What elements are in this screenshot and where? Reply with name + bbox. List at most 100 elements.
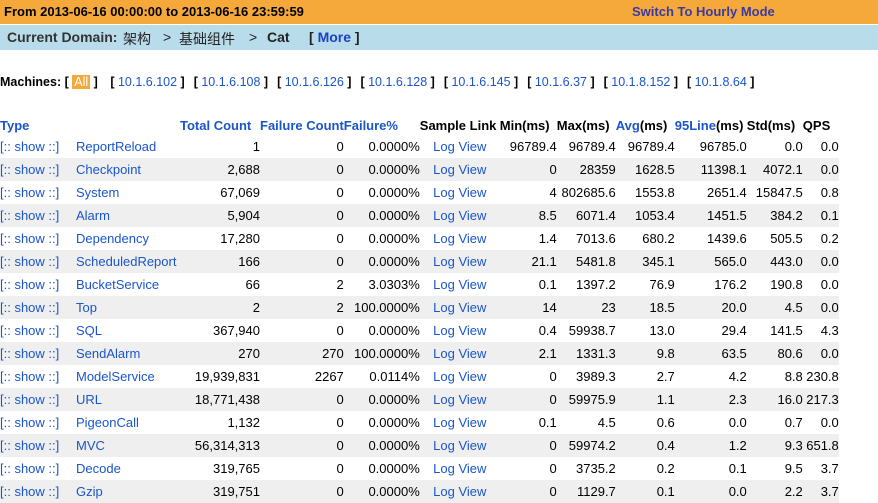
log-view-link[interactable]: Log View	[433, 254, 487, 269]
log-view-link[interactable]: Log View	[433, 323, 487, 338]
max-cell: 23	[556, 296, 616, 319]
std-cell: 505.5	[770, 231, 803, 246]
show-graph-link[interactable]: [:: show ::]	[0, 323, 60, 338]
show-graph-link[interactable]: [:: show ::]	[0, 369, 60, 384]
qps-cell: 3.7	[802, 480, 839, 503]
type-name-link[interactable]: SQL	[76, 323, 103, 338]
qps-cell: 3.7	[820, 461, 839, 476]
type-name-link[interactable]: Alarm	[76, 208, 110, 223]
show-graph-link[interactable]: [:: show ::]	[0, 277, 60, 292]
header-type-sort-link[interactable]: Type	[0, 117, 30, 133]
show-graph-link[interactable]: [:: show ::]	[0, 185, 60, 200]
type-name-link[interactable]: PigeonCall	[76, 415, 139, 430]
total-count-cell: 166	[180, 250, 260, 273]
type-name-link[interactable]: Decode	[76, 461, 121, 476]
show-graph-link[interactable]: [:: show ::]	[0, 139, 60, 154]
show-graph-link[interactable]: [:: show ::]	[0, 484, 60, 499]
machine-link[interactable]: 10.1.8.64	[694, 75, 747, 89]
type-name-link[interactable]: MVC	[76, 438, 105, 453]
log-view-link[interactable]: Log View	[433, 438, 487, 453]
type-name-link[interactable]: ScheduledReport	[76, 254, 177, 269]
breadcrumb-item-infra-components[interactable]: 基础组件	[179, 31, 235, 47]
failure-count-cell: 0	[260, 204, 344, 227]
show-graph-link[interactable]: [:: show ::]	[0, 392, 60, 407]
type-name-link[interactable]: System	[76, 185, 120, 200]
log-view-link[interactable]: Log View	[433, 277, 487, 292]
log-view-link[interactable]: Log View	[433, 461, 487, 476]
machine-link[interactable]: 10.1.6.108	[201, 75, 261, 89]
show-graph-link[interactable]: [:: show ::]	[0, 438, 60, 453]
total-count-cell: 2	[180, 296, 260, 319]
log-view-link[interactable]: Log View	[433, 369, 487, 384]
header-failure-count-sort-link[interactable]: Failure Count	[260, 117, 344, 133]
total-count-cell: 19,939,831	[194, 369, 260, 384]
show-graph-link[interactable]: [:: show ::]	[0, 208, 60, 223]
log-view-link[interactable]: Log View	[433, 484, 487, 499]
p95-cell: 96785.0	[699, 139, 747, 154]
avg-cell: 18.5	[615, 296, 675, 319]
show-graph-link[interactable]: [:: show ::]	[0, 254, 60, 269]
avg-cell: 96789.4	[627, 139, 675, 154]
log-view-link[interactable]: Log View	[433, 300, 487, 315]
max-cell: 96789.4	[568, 139, 616, 154]
show-graph-link[interactable]: [:: show ::]	[0, 162, 60, 177]
type-name-link[interactable]: SendAlarm	[76, 346, 141, 361]
std-cell: 4.5	[746, 296, 803, 319]
more-domains-link[interactable]: More	[317, 29, 352, 45]
log-view-link[interactable]: Log View	[433, 185, 487, 200]
failure-count-cell: 0	[336, 415, 344, 430]
qps-cell: 0.0	[802, 250, 839, 273]
total-count-cell: 1,132	[227, 415, 260, 430]
total-count-cell: 18,771,438	[180, 388, 260, 411]
machine-link[interactable]: 10.1.6.102	[117, 75, 178, 89]
log-view-link[interactable]: Log View	[433, 415, 487, 430]
machine-link[interactable]: 10.1.8.152	[611, 75, 671, 89]
breadcrumb-item-architecture[interactable]: 架构	[123, 31, 151, 47]
type-name-link[interactable]: Checkpoint	[76, 162, 142, 177]
show-graph-link[interactable]: [:: show ::]	[0, 461, 60, 476]
header-95line-sort-link[interactable]: 95Line	[674, 117, 716, 133]
show-cell: [:: show ::]	[0, 204, 76, 227]
header-total-count-sort-link[interactable]: Total Count	[180, 117, 252, 133]
header-avg-sort-link[interactable]: Avg	[615, 117, 640, 133]
machine-link[interactable]: 10.1.6.37	[534, 75, 587, 89]
log-view-link[interactable]: Log View	[433, 208, 487, 223]
type-name-link[interactable]: Dependency	[76, 231, 149, 246]
log-view-cell: Log View	[420, 319, 500, 342]
type-name-link[interactable]: BucketService	[76, 277, 160, 292]
p95-cell: 565.0	[674, 250, 747, 273]
type-name-link[interactable]: ReportReload	[76, 139, 157, 154]
log-view-link[interactable]: Log View	[433, 139, 487, 154]
log-view-link[interactable]: Log View	[433, 392, 487, 407]
machine-link[interactable]: 10.1.6.145	[451, 75, 511, 89]
header-failure-pct-sort-link[interactable]: Failure%	[343, 117, 398, 133]
log-view-link[interactable]: Log View	[433, 346, 487, 361]
max-cell: 59974.2	[556, 434, 616, 457]
show-graph-link[interactable]: [:: show ::]	[0, 231, 60, 246]
show-graph-link[interactable]: [:: show ::]	[0, 346, 60, 361]
type-name-link[interactable]: Top	[76, 300, 97, 315]
type-name-link[interactable]: ModelService	[76, 369, 155, 384]
machines-label: Machines:	[0, 75, 62, 89]
total-count-cell: 1	[252, 139, 260, 154]
type-name-link[interactable]: Gzip	[76, 484, 103, 499]
log-view-link[interactable]: Log View	[433, 231, 487, 246]
log-view-cell: Log View	[419, 342, 500, 365]
avg-cell: 0.1	[615, 480, 675, 503]
std-cell: 9.3	[746, 434, 803, 457]
machine-item: [ 10.1.6.145 ]	[443, 75, 519, 89]
switch-hourly-mode-link[interactable]: Switch To Hourly Mode	[632, 4, 775, 19]
machine-all-link[interactable]: All	[72, 75, 91, 89]
min-cell: 0	[499, 434, 557, 457]
machine-link[interactable]: 10.1.6.126	[284, 75, 344, 89]
max-cell: 4.5	[597, 415, 616, 430]
total-count-cell: 67,069	[220, 185, 260, 200]
avg-cell: 13.0	[649, 323, 675, 338]
type-name-link[interactable]: URL	[76, 392, 103, 407]
show-graph-link[interactable]: [:: show ::]	[0, 415, 60, 430]
machine-link[interactable]: 10.1.6.128	[368, 75, 428, 89]
failure-count-cell: 0	[336, 461, 344, 476]
show-graph-link[interactable]: [:: show ::]	[0, 300, 60, 315]
log-view-link[interactable]: Log View	[433, 162, 487, 177]
avg-cell: 1628.5	[615, 158, 675, 181]
